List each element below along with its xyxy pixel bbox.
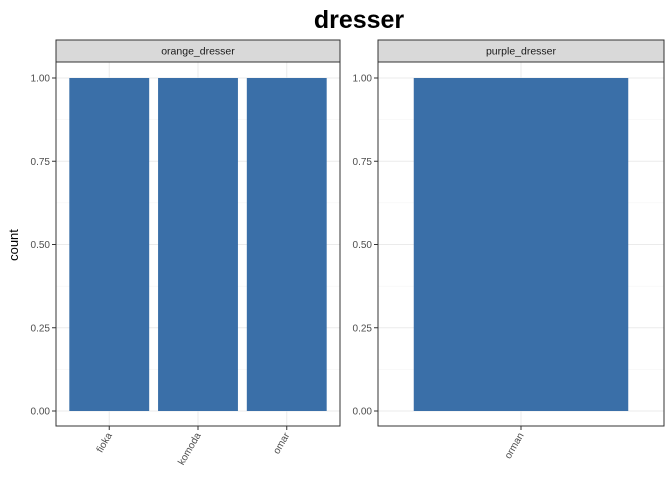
y-axis-title: count	[6, 229, 21, 261]
y-tick-label: 0.00	[31, 407, 51, 418]
x-tick-label: fioka	[95, 431, 115, 455]
bar-orman	[413, 78, 629, 411]
x-tick-label: orman	[503, 431, 527, 461]
y-tick-label: 0.50	[31, 240, 51, 251]
y-tick-label: 0.25	[31, 323, 51, 334]
facet-strip-label: purple_dresser	[486, 46, 557, 58]
y-tick-label: 0.50	[353, 240, 373, 251]
bar-komoda	[158, 78, 238, 411]
y-tick-label: 0.00	[353, 407, 373, 418]
chart-title: dresser	[314, 6, 405, 34]
x-tick-label: omar	[271, 430, 292, 456]
y-tick-label: 1.00	[353, 74, 373, 85]
bar-omar	[246, 78, 327, 411]
facet-strip-label: orange_dresser	[161, 46, 235, 58]
y-tick-label: 0.75	[31, 157, 51, 168]
y-tick-label: 1.00	[31, 74, 51, 85]
bar-fioka	[69, 78, 150, 411]
y-tick-label: 0.75	[353, 157, 373, 168]
x-tick-label: komoda	[176, 431, 204, 468]
y-tick-label: 0.25	[353, 323, 373, 334]
